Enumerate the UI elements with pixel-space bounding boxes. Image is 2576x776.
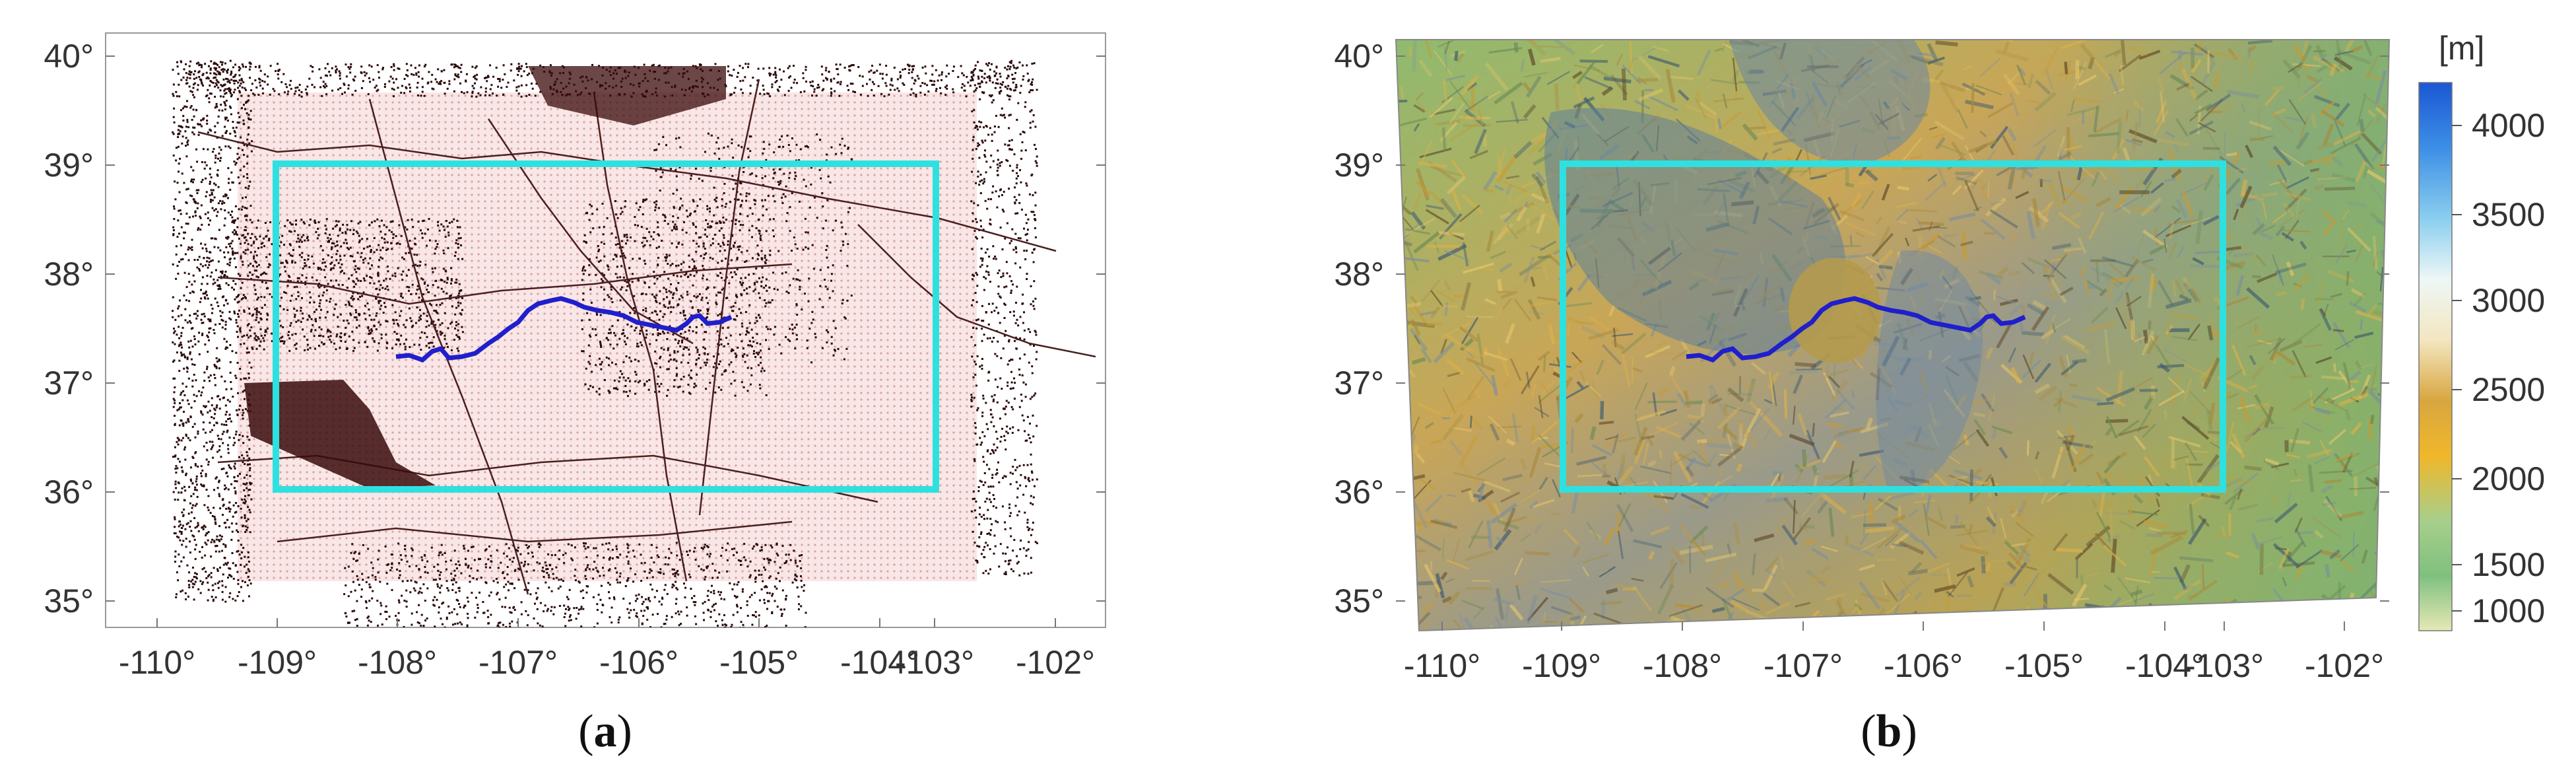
x-tick-label: -105° [2004,647,2084,684]
road-line [698,79,760,516]
y-tick-label: 36° [44,474,94,511]
panel-a-dense-cluster-n [528,66,726,125]
y-tick-label: 40° [1334,38,1384,75]
panel-b-valley [1789,258,1881,363]
panel-a-river [395,296,733,363]
x-tick-label: -105° [719,644,799,681]
panel-a-y-axis: 40° 39° 38° 37° 36° 35° [44,38,1106,619]
y-tick-label: 39° [1334,147,1384,184]
x-tick-label: -109° [1522,647,1601,684]
road-line [197,131,1057,252]
colorbar-tick-label: 3000 [2472,282,2545,319]
x-tick-label: -110° [1404,647,1480,684]
y-tick-label: 36° [1334,474,1384,511]
panel-a: 40°39°38°37°36°35° -110° -109° -108° -107° -… [44,32,1106,757]
panel-b-high-peaks-west [1544,108,1846,355]
road-line [857,224,1096,358]
colorbar-tick-label: 2500 [2472,371,2545,408]
x-tick-label: -102° [1016,644,1095,681]
x-tick-label: -109° [238,644,317,681]
panel-a-caption: (a) [578,706,632,757]
panel-a-dense-cluster-sw [244,380,436,489]
elevation-colorbar: [m] 4000 3500 3000 2500 2000 1500 1000 [2418,30,2545,631]
y-tick-label: 37° [44,365,94,402]
colorbar-tick-label: 4000 [2472,107,2545,144]
panel-b-study-box [1560,160,2226,493]
panel-a-station-grid [238,92,977,581]
panel-b-y-axis: 40° 39° 38° 37° 36° 35° [1334,38,2389,619]
y-tick-label: 38° [1334,256,1384,293]
colorbar-tick-label: 3500 [2472,196,2545,233]
colorbar-unit: [m] [2439,30,2484,67]
colorbar-tick-label: 1000 [2472,592,2545,629]
x-tick-label: -104° [2125,647,2204,684]
y-tick-label: 40° [44,38,94,75]
x-tick-label: -103° [2185,647,2264,684]
panel-a-station-points [172,59,1038,627]
x-tick-label: -107° [479,644,558,681]
panel-b-x-axis: -110° -109° -108° -107° -106° -105° -104°-103°… [1404,621,2384,684]
x-tick-label: -108° [1643,647,1722,684]
colorbar-tick-label: 1500 [2472,546,2545,583]
panel-a-x-axis: -110° -109° -108° -107° -106° -105° -104°-103°… [119,618,1095,681]
road-line [217,263,793,305]
y-tick-label: 35° [44,582,94,619]
panel-b-caption: (b) [1861,706,1917,757]
x-tick-label: -107° [1764,647,1843,684]
y-tick-label: 38° [44,256,94,293]
panel-b: 40°39°38°37°36°35° -110° -109° -108° -107° -… [1334,38,2391,757]
colorbar-ticks: 4000 3500 3000 2500 2000 1500 1000 [2452,107,2545,629]
x-tick-label: -110° [119,644,195,681]
x-tick-label: -106° [599,644,678,681]
colorbar-tick-label: 2000 [2472,460,2545,497]
y-tick-label: 35° [1334,582,1384,619]
y-tick-label: 39° [44,147,94,184]
x-tick-label: -106° [1884,647,1963,684]
x-tick-label: -102° [2305,647,2384,684]
road-line [277,520,793,543]
y-tick-label: 37° [1334,365,1384,402]
panel-b-high-peaks-north [1729,40,1931,165]
x-tick-label: -108° [358,644,437,681]
colorbar-gradient [2418,82,2453,631]
x-tick-label: -104° [840,644,919,681]
x-tick-label: -103° [895,644,974,681]
panel-b-frame [1395,39,2391,632]
panel-a-study-box [273,160,939,493]
road-line [487,118,694,345]
panel-b-river [1686,296,2026,363]
